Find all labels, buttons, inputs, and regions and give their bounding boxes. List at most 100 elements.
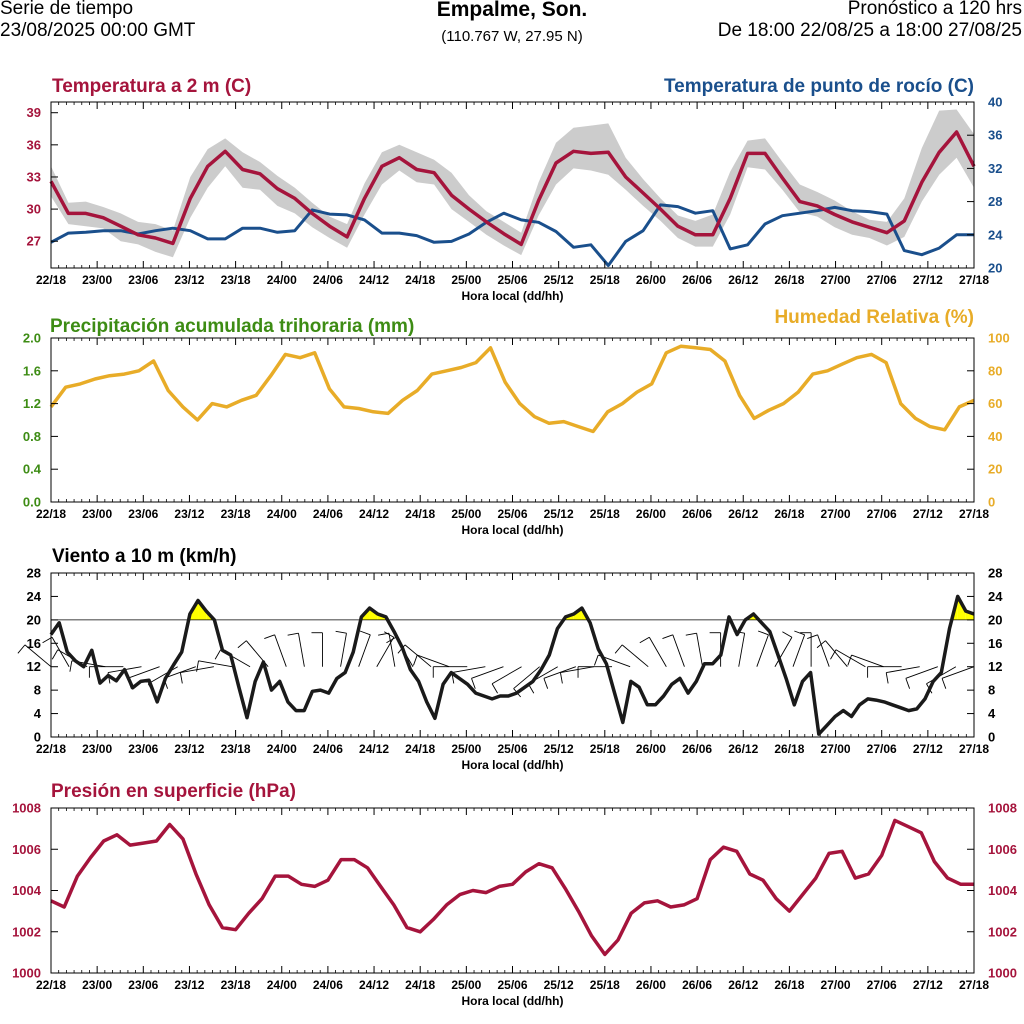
x-tick-label: 26/06 (682, 507, 712, 521)
wind-barb (264, 634, 275, 639)
y-tick-label: 8 (988, 683, 995, 698)
wind-barb (274, 634, 287, 667)
wind-barb (738, 633, 746, 667)
x-axis-label: Hora local (dd/hh) (462, 523, 564, 537)
x-tick-label: 25/00 (451, 507, 481, 521)
wind-barb (386, 636, 397, 644)
x-tick-label: 27/12 (913, 742, 943, 756)
x-tick-label: 25/06 (497, 978, 527, 992)
x-tick-label: 24/18 (405, 273, 435, 287)
location-title: Empalme, Son. (436, 0, 588, 21)
y-tick-label: 1002 (12, 924, 41, 939)
wind-barb (560, 672, 563, 684)
y-tick-label: 24 (988, 227, 1003, 242)
x-tick-label: 23/06 (128, 273, 158, 287)
y-tick-label: 1004 (988, 883, 1018, 898)
wind-barb (287, 632, 299, 636)
x-tick-label: 25/18 (590, 273, 620, 287)
x-tick-label: 26/06 (682, 978, 712, 992)
x-tick-label: 25/06 (497, 507, 527, 521)
wind-barb (388, 633, 396, 667)
wind-barb (471, 678, 476, 689)
x-axis-label: Hora local (dd/hh) (462, 758, 564, 772)
x-tick-label: 27/06 (867, 273, 897, 287)
x-tick-label: 25/00 (451, 742, 481, 756)
x-tick-label: 27/12 (913, 273, 943, 287)
x-tick-label: 25/12 (544, 273, 574, 287)
x-tick-label: 23/18 (221, 273, 251, 287)
wind-barb (792, 634, 806, 667)
x-tick-label: 23/18 (221, 507, 251, 521)
x-tick-label: 23/00 (82, 742, 112, 756)
x-tick-label: 23/12 (174, 742, 204, 756)
y-tick-label: 0 (988, 495, 995, 510)
x-tick-label: 25/00 (451, 978, 481, 992)
wind-barb (816, 640, 826, 649)
x-tick-label: 23/06 (128, 978, 158, 992)
y-tick-label: 1000 (988, 966, 1017, 981)
y-tick-label: 40 (988, 95, 1002, 110)
forecast-length: Pronóstico a 120 hrs (847, 0, 1022, 19)
wind-barb (198, 660, 233, 668)
wind-barb (672, 634, 685, 667)
wind-barb (413, 654, 418, 666)
y-tick-label: 60 (988, 396, 1002, 411)
wind-barb (782, 631, 793, 638)
x-tick-label: 23/00 (82, 273, 112, 287)
wind-barb (794, 630, 805, 636)
y-tick-label: 36 (988, 128, 1002, 143)
wind-barb (621, 644, 649, 668)
forecast-range: De 18:00 22/08/25 a 18:00 27/08/25 (717, 20, 1022, 41)
wind-barb (905, 666, 938, 679)
wind-barb (941, 666, 975, 679)
wind-barb (847, 654, 852, 666)
x-tick-label: 23/12 (174, 273, 204, 287)
wind-barb (335, 630, 347, 634)
y-tick-label: 39 (27, 105, 41, 120)
x-tick-label: 25/12 (544, 742, 574, 756)
y-tick-label: 1006 (12, 842, 41, 857)
y-tick-label: 2.0 (23, 331, 41, 346)
wind-barb (757, 630, 769, 636)
wind-barb (340, 633, 347, 667)
x-tick-label: 25/00 (451, 273, 481, 287)
x-tick-label: 24/00 (267, 273, 297, 287)
x-tick-label: 24/00 (267, 978, 297, 992)
wind-barb (825, 640, 848, 668)
x-tick-label: 24/12 (359, 978, 389, 992)
y-tick-label: 32 (988, 161, 1002, 176)
x-tick-label: 27/00 (821, 742, 851, 756)
x-tick-label: 26/18 (774, 978, 804, 992)
wind-barb (376, 637, 395, 667)
x-tick-label: 26/12 (728, 978, 758, 992)
x-axis-label: Hora local (dd/hh) (462, 994, 564, 1008)
x-tick-label: 25/12 (544, 507, 574, 521)
y-tick-label: 28 (988, 566, 1002, 581)
x-tick-label: 23/12 (174, 507, 204, 521)
precipitation-title: Precipitación acumulada trihoraria (mm) (50, 316, 414, 337)
wind-barb (639, 636, 650, 644)
y-tick-label: 4 (988, 706, 996, 721)
y-tick-label: 1008 (12, 801, 41, 816)
x-tick-label: 27/12 (913, 978, 943, 992)
x-tick-label: 27/18 (959, 273, 989, 287)
x-tick-label: 26/06 (682, 273, 712, 287)
x-tick-label: 27/18 (959, 978, 989, 992)
wind-barb (24, 644, 52, 668)
x-tick-label: 26/18 (774, 507, 804, 521)
x-tick-label: 24/06 (313, 273, 343, 287)
y-tick-label: 24 (988, 589, 1003, 604)
x-tick-label: 24/00 (267, 507, 297, 521)
y-tick-label: 1.6 (23, 363, 41, 378)
y-tick-label: 8 (34, 683, 41, 698)
wind-barb (378, 632, 390, 636)
x-tick-label: 27/12 (913, 507, 943, 521)
wind-barb (179, 672, 183, 684)
temperature-title: Temperatura a 2 m (C) (52, 76, 251, 97)
x-tick-label: 23/06 (128, 507, 158, 521)
y-tick-label: 33 (27, 169, 41, 184)
wind-barb (560, 666, 595, 674)
x-tick-label: 23/18 (221, 742, 251, 756)
wind-barb (851, 654, 884, 668)
